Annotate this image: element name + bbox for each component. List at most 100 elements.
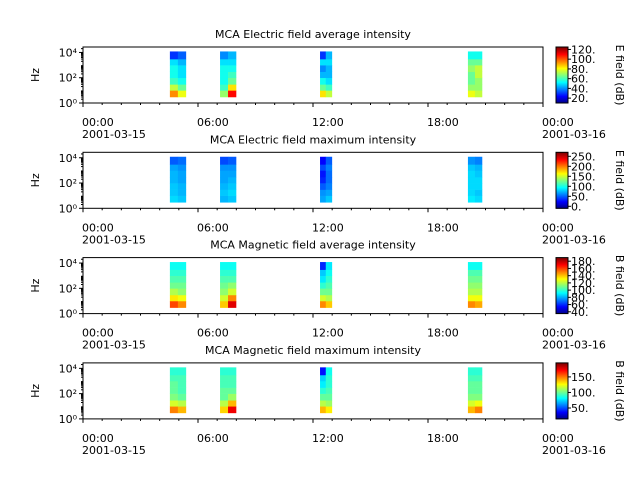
colorbar-swatch: [556, 389, 568, 392]
spectrogram-cell: [325, 189, 333, 196]
colorbar-label: B field (dB): [613, 360, 626, 421]
x-tick-label-line: 18:00: [427, 116, 459, 129]
colorbar-swatch: [556, 304, 568, 306]
spectrogram-cell: [467, 65, 476, 72]
spectrogram-cell: [325, 275, 333, 283]
spectrogram-cell: [228, 59, 237, 66]
colorbar-swatch: [556, 272, 568, 274]
colorbar-swatch: [556, 402, 568, 404]
spectrogram-cell: [467, 300, 476, 308]
colorbar-swatch: [556, 396, 568, 398]
colorbar-tick-label: 0.: [571, 200, 582, 213]
colorbar-swatch: [556, 293, 568, 295]
spectrogram-cell: [474, 367, 483, 376]
spectrogram-cell: [320, 380, 327, 388]
spectrogram-cell: [169, 294, 179, 302]
spectrogram-cell: [474, 288, 483, 296]
colorbar-swatch: [556, 51, 568, 53]
x-tick-label: 06:00: [197, 116, 229, 129]
colorbar-swatch: [556, 284, 568, 286]
colorbar-swatch: [556, 265, 568, 267]
colorbar-swatch: [556, 79, 568, 81]
colorbar-swatch: [556, 203, 568, 205]
colorbar-swatch: [556, 308, 568, 310]
colorbar-swatch: [556, 273, 568, 275]
colorbar-swatch: [556, 393, 568, 396]
spectrogram-cell: [169, 262, 179, 270]
x-tick-label: 00:00 2001-03-16: [542, 432, 606, 457]
x-tick-label-line: 2001-03-15: [82, 233, 146, 246]
colorbar-swatch: [556, 66, 568, 68]
spectrogram-cell: [325, 65, 333, 72]
colorbar-tick-label: 250.: [571, 150, 596, 163]
colorbar-swatch: [556, 285, 568, 287]
spectrogram-cell: [325, 183, 333, 190]
spectrogram-cell: [169, 275, 179, 283]
colorbar-swatch: [556, 294, 568, 296]
colorbar-swatch: [556, 401, 568, 403]
spectrogram-cell: [169, 71, 179, 79]
x-tick-label: 00:00 2001-03-15: [82, 221, 146, 246]
spectrogram-cell: [467, 393, 476, 401]
colorbar-swatch: [556, 170, 568, 173]
colorbar-swatch: [556, 94, 568, 96]
spectrogram-cell: [320, 183, 327, 190]
colorbar-swatch: [556, 163, 568, 165]
spectrogram-cell: [474, 195, 483, 203]
colorbar-swatch: [556, 363, 568, 366]
spectrogram-cell: [169, 65, 179, 72]
spectrogram-cell: [220, 71, 229, 79]
y-tick-label: 10⁴: [59, 46, 78, 59]
spectrogram-cell: [467, 288, 476, 296]
spectrogram-cell: [320, 164, 327, 171]
colorbar-swatch: [556, 168, 568, 170]
colorbar-swatch: [556, 271, 568, 273]
colorbar-swatch: [556, 199, 568, 202]
colorbar-tick-label: 180.: [571, 255, 596, 268]
colorbar-swatch: [556, 97, 568, 99]
spectrogram-cell: [474, 84, 483, 91]
y-tick-label: 10²: [59, 282, 77, 295]
spectrogram-cell: [474, 294, 483, 302]
y-axis-label: Hz: [29, 173, 42, 187]
x-tick-label: 00:00 2001-03-15: [82, 116, 146, 141]
colorbar-swatch: [556, 280, 568, 283]
spectrogram-cell: [177, 393, 187, 401]
spectrogram-cell: [177, 71, 187, 79]
spectrogram-cell: [325, 387, 333, 394]
colorbar-swatch: [556, 101, 568, 103]
x-tick-label: 00:00 2001-03-15: [82, 432, 146, 457]
spectrogram-cell: [177, 300, 187, 308]
y-tick-label: 10⁴: [59, 362, 78, 375]
colorbar-swatch: [556, 287, 568, 289]
spectrogram-cell: [325, 406, 333, 414]
colorbar-swatch: [556, 69, 568, 71]
spectrogram-cell: [467, 374, 476, 382]
colorbar-swatch: [556, 164, 568, 166]
colorbar-swatch: [556, 198, 568, 200]
spectrogram-cell: [474, 189, 483, 196]
spectrogram-cell: [220, 170, 229, 178]
colorbar-swatch: [556, 89, 568, 91]
spectrogram-cell: [474, 262, 483, 270]
colorbar-swatch: [556, 269, 568, 272]
colorbar-swatch: [556, 48, 568, 51]
colorbar-swatch: [556, 60, 568, 62]
colorbar-swatch: [556, 286, 568, 288]
spectrogram-cell: [220, 156, 229, 165]
colorbar-swatch: [556, 377, 568, 380]
colorbar-swatch: [556, 162, 568, 164]
colorbar-swatch: [556, 295, 568, 298]
colorbar-swatch: [556, 413, 568, 415]
colorbar-swatch: [556, 92, 568, 95]
spectrogram-cell: [169, 400, 179, 407]
spectrogram-cell: [474, 275, 483, 283]
y-tick-label: 10²: [59, 177, 77, 190]
spectrogram-cell: [320, 374, 327, 382]
spectrogram-cell: [474, 65, 483, 72]
spectrogram-cell: [474, 183, 483, 190]
x-tick-label: 18:00: [427, 432, 459, 445]
spectrogram-cell: [474, 282, 483, 289]
colorbar-swatch: [556, 87, 568, 89]
colorbar-swatch: [556, 95, 568, 97]
